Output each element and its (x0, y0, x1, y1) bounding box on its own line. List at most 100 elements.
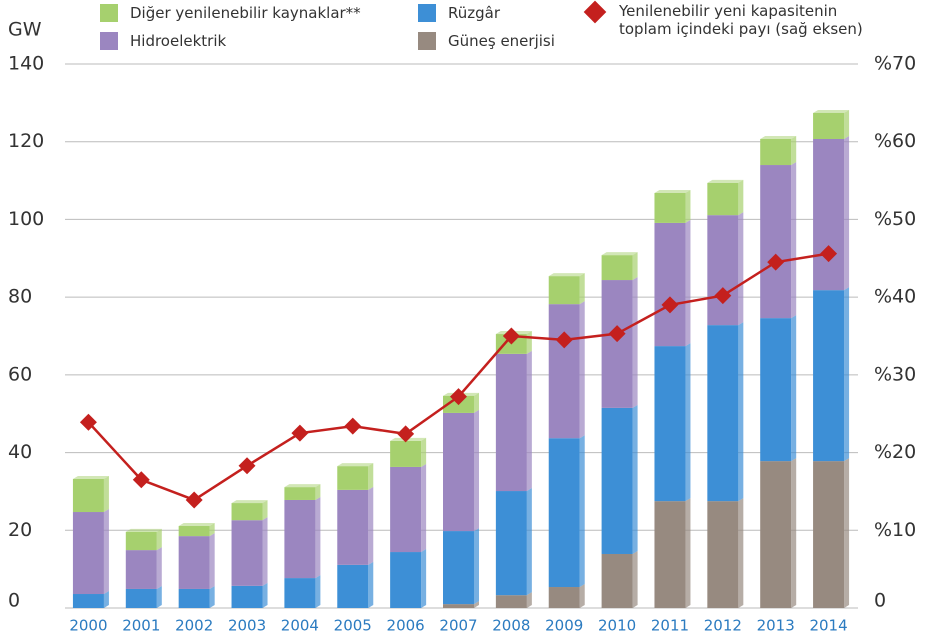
bar (654, 193, 686, 223)
bar-side (526, 592, 532, 608)
x-tick-label: 2001 (122, 617, 160, 635)
y2-tick-label: %70 (874, 53, 916, 75)
bar-top (707, 179, 744, 183)
bar-side (844, 458, 850, 608)
bar (337, 489, 369, 565)
bar-side (315, 496, 321, 579)
y-tick-label: 60 (8, 363, 32, 385)
bar-top (601, 252, 638, 256)
bar-side (632, 404, 638, 554)
x-tick-label: 2014 (809, 617, 847, 635)
x-tick-label: 2007 (439, 617, 477, 635)
bar (548, 276, 580, 305)
x-tick-label: 2010 (598, 617, 636, 635)
bar (178, 526, 210, 537)
bar (601, 280, 633, 408)
line-marker (238, 457, 256, 475)
bar-side (262, 517, 268, 586)
bar-top (548, 273, 585, 277)
line-marker (820, 245, 838, 263)
y-tick-label: 100 (8, 208, 44, 230)
bar-side (315, 575, 321, 608)
bar (495, 491, 527, 596)
bar (813, 461, 845, 608)
bar-side (579, 435, 585, 588)
bar (390, 440, 422, 467)
bar-side (526, 350, 532, 492)
y-tick-label: 20 (8, 519, 32, 541)
legend-label: Rüzgâr (448, 4, 501, 22)
bar (548, 304, 580, 439)
bar-side (474, 392, 479, 413)
line-marker (555, 331, 573, 349)
bar-side (844, 135, 850, 291)
x-tick-label: 2013 (757, 617, 795, 635)
bar-top (125, 528, 162, 532)
line-marker (79, 413, 97, 431)
y-tick-label: 140 (8, 53, 44, 75)
bar (707, 215, 739, 326)
bar (495, 353, 527, 492)
bar-side (156, 528, 162, 551)
line-marker (291, 424, 309, 442)
legend-item: Rüzgâr (418, 4, 500, 22)
bar-top (813, 109, 850, 113)
legend-item: Diğer yenilenebilir kaynaklar** (100, 4, 361, 22)
x-tick-label: 2009 (545, 617, 583, 635)
bar-side (421, 437, 427, 467)
y-axis-label: GW (8, 19, 42, 41)
line-marker (714, 287, 732, 305)
bar (760, 138, 792, 166)
x-tick-label: 2002 (175, 617, 213, 635)
bar (495, 595, 527, 608)
legend-item: Yenilenebilir yeni kapasitenin toplam iç… (583, 0, 873, 38)
bar-side (474, 528, 479, 605)
bar-side (632, 277, 638, 408)
bar (390, 552, 422, 608)
bar-top (654, 190, 691, 194)
bar (601, 407, 633, 554)
bar-side (526, 488, 532, 596)
line-marker (661, 296, 679, 314)
bar (284, 578, 316, 608)
y-tick-label: 0 (8, 590, 20, 612)
bar-side (368, 463, 374, 490)
x-tick-label: 2008 (492, 617, 530, 635)
bar-side (791, 458, 797, 608)
bar (178, 536, 210, 589)
bar-side (685, 343, 691, 502)
legend-item: Hidroelektrik (100, 32, 226, 50)
x-tick-label: 2005 (334, 617, 372, 635)
x-tick-label: 2004 (281, 617, 319, 635)
bar-side (579, 273, 585, 305)
bar (654, 501, 686, 608)
bar-side (738, 322, 744, 502)
line-marker (344, 417, 362, 435)
y2-tick-label: %10 (874, 519, 916, 541)
bar (813, 112, 845, 139)
bar (601, 255, 633, 281)
bar-side (156, 585, 162, 608)
bar (760, 165, 792, 319)
y2-tick-label: %20 (874, 441, 916, 463)
bar-side (791, 315, 797, 462)
bar (443, 412, 474, 532)
legend-swatch (100, 32, 118, 50)
bar (125, 588, 157, 608)
bar-side (844, 287, 850, 462)
legend-label: Güneş enerjisi (448, 32, 555, 50)
bar (125, 550, 157, 589)
bar-top (72, 475, 109, 479)
y-tick-label: 40 (8, 441, 32, 463)
y2-tick-label: %40 (874, 286, 916, 308)
line-marker (608, 325, 626, 343)
bar (760, 318, 792, 462)
legend-label: Diğer yenilenebilir kaynaklar** (130, 4, 361, 22)
x-tick-label: 2012 (704, 617, 742, 635)
bar (654, 346, 686, 502)
bar (390, 466, 422, 553)
y2-tick-label: %50 (874, 208, 916, 230)
legend-label: Hidroelektrik (130, 32, 227, 50)
bar-side (156, 547, 162, 589)
